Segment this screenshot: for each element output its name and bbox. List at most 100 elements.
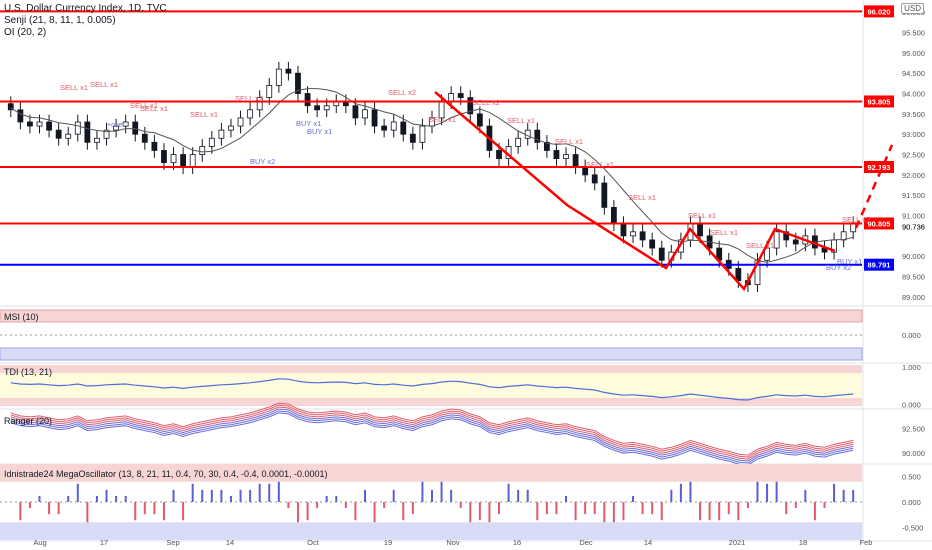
x-tick-label: Nov <box>446 538 460 547</box>
x-tick-label: 16 <box>513 538 521 547</box>
candle-body <box>534 129 541 143</box>
candle-body <box>180 154 187 168</box>
tdi-lower-band <box>0 398 862 406</box>
candle-body <box>764 247 770 261</box>
sell-signal-label: SELL x1 <box>746 241 774 250</box>
candle-body <box>323 105 330 111</box>
sell-signal-label: SELL x2 <box>842 215 870 224</box>
level-price-label: 93.805 <box>868 97 891 106</box>
currency-badge[interactable]: USD <box>901 3 924 14</box>
y-tick-label: 91.000 <box>902 212 925 221</box>
msi-pane-title: MSI (10) <box>4 312 39 322</box>
candle-body <box>610 206 617 225</box>
candle-body <box>649 239 656 249</box>
x-tick-label: Feb <box>860 538 873 547</box>
tdi-line <box>10 378 854 401</box>
sell-signal-label: SELL x1 <box>90 80 118 89</box>
x-tick-label: 19 <box>384 538 392 547</box>
x-tick-label: Dec <box>579 538 593 547</box>
level-price-tag <box>864 95 894 108</box>
candle-body <box>94 137 100 143</box>
sell-signal-label: SELL x1 <box>60 83 88 92</box>
candle-body <box>314 105 321 111</box>
msi-upper-zone <box>0 309 863 323</box>
candle-body <box>132 121 139 135</box>
candle-body <box>36 121 43 127</box>
buy-signal-label: BUY x2 <box>250 157 275 166</box>
sell-signal-label: SELL x1 <box>428 115 456 124</box>
candle-body <box>601 182 608 208</box>
candle-body <box>658 247 665 261</box>
candle-body <box>304 93 311 107</box>
candle-body <box>74 121 81 135</box>
ranger-pane-title: Ranger (20) <box>4 416 53 426</box>
candle-body <box>161 150 167 164</box>
buy-signal-label: BUY x1 <box>307 127 332 136</box>
candle-body <box>850 223 857 233</box>
x-tick-label: Oct <box>307 538 320 547</box>
candle-body <box>208 137 215 147</box>
candle-body <box>295 72 301 94</box>
tdi-pane-title: TDI (13, 21) <box>4 367 53 377</box>
candle-body <box>362 109 368 119</box>
sub-pane-y-tick: 1.000 <box>902 363 921 372</box>
ranger-upper-line <box>10 402 854 456</box>
candle-body <box>141 133 148 143</box>
over-signal-label: +over <box>107 122 125 129</box>
candle-body <box>55 129 62 139</box>
candle-body <box>46 121 52 131</box>
y-tick-label: 89.000 <box>902 293 925 302</box>
sell-signal-label: SELL x1 <box>140 104 168 113</box>
candle-body <box>371 109 378 127</box>
candle-body <box>697 223 703 237</box>
y-tick-label: 92.000 <box>902 171 925 180</box>
y-tick-label: 93.500 <box>902 110 925 119</box>
x-tick-label: Aug <box>33 538 46 547</box>
y-tick-label: 90.736 <box>902 222 925 231</box>
megaoscillator-pane-title: Idnistrade24 MegaOscillator (13, 8, 21, … <box>4 469 328 479</box>
level-price-tag <box>864 5 894 18</box>
candle-body <box>27 121 33 127</box>
candle-body <box>792 239 799 245</box>
candle-body <box>563 154 569 160</box>
indicator-label-senji: Senji (21, 8, 11, 1, 0.005) <box>4 15 116 26</box>
y-tick-label: 94.000 <box>902 90 925 99</box>
candle-body <box>17 109 24 123</box>
candle-body <box>275 68 282 86</box>
candle-body <box>735 267 742 281</box>
candle-body <box>515 137 522 147</box>
sell-signal-label: SELL x1 <box>190 110 218 119</box>
symbol-title: U.S. Dollar Currency Index, 1D, TVC <box>4 3 167 14</box>
level-price-label: 90.805 <box>868 219 891 228</box>
x-tick-label: 17 <box>100 538 108 547</box>
candle-body <box>113 125 119 131</box>
sell-signal-label: SELL x2 <box>472 98 500 107</box>
candle-body <box>400 121 407 135</box>
tdi-upper-band <box>0 365 862 373</box>
sub-pane-y-tick: 92.500 <box>902 425 925 434</box>
sell-signal-label: SELL x1 <box>507 116 535 125</box>
candle-body <box>409 133 416 143</box>
y-tick-label: 93.000 <box>902 130 925 139</box>
candle-body <box>639 231 646 241</box>
sell-signal-label: SELL x1 <box>628 193 656 202</box>
candle-body <box>65 133 72 139</box>
candle-body <box>103 129 110 139</box>
level-price-label: 96.020 <box>868 7 891 16</box>
candle-body <box>467 97 474 115</box>
y-tick-label: 95.000 <box>902 49 925 58</box>
candle-body <box>457 93 464 98</box>
sub-pane-y-tick: -0.500 <box>902 523 923 532</box>
sell-signal-label: SELL x1 <box>555 137 583 146</box>
level-price-tag <box>864 217 894 230</box>
candle-body <box>228 125 234 131</box>
x-tick-label: 18 <box>799 538 807 547</box>
candle-body <box>620 223 627 237</box>
sub-pane-y-tick: 90.000 <box>902 449 925 458</box>
level-price-label: 89.791 <box>868 261 891 270</box>
sell-signal-label: SELL x2 <box>235 94 263 103</box>
candle-body <box>352 105 359 119</box>
sell-signal-label: SELL x1 <box>688 211 716 220</box>
x-tick-label: Sep <box>166 538 179 547</box>
